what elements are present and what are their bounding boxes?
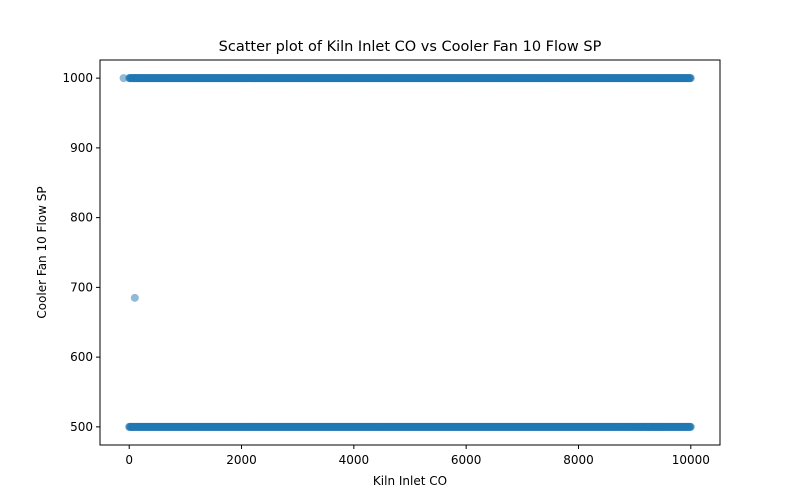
- x-tick-label: 8000: [563, 453, 594, 467]
- y-tick-label: 900: [70, 141, 93, 155]
- y-tick-label: 500: [70, 420, 93, 434]
- chart-title: Scatter plot of Kiln Inlet CO vs Cooler …: [219, 39, 602, 55]
- y-axis-title: Cooler Fan 10 Flow SP: [35, 186, 49, 318]
- x-tick-label: 0: [125, 453, 133, 467]
- data-points: [119, 74, 695, 431]
- x-axis-ticks: 0 2000 4000 6000 8000 10000: [125, 445, 710, 467]
- x-tick-label: 2000: [226, 453, 257, 467]
- y-tick-label: 600: [70, 350, 93, 364]
- y-tick-label: 800: [70, 211, 93, 225]
- x-tick-label: 10000: [672, 453, 710, 467]
- data-point: [644, 422, 653, 431]
- y-axis-ticks: 500 600 700 800 900 1000: [62, 71, 100, 434]
- x-tick-label: 4000: [339, 453, 370, 467]
- data-point: [130, 293, 139, 302]
- data-point: [686, 74, 695, 83]
- data-point: [653, 422, 662, 431]
- data-point: [686, 422, 695, 431]
- x-tick-label: 6000: [451, 453, 482, 467]
- y-tick-label: 700: [70, 280, 93, 294]
- x-axis-title: Kiln Inlet CO: [373, 474, 447, 488]
- plot-area-frame: [99, 59, 721, 446]
- data-point: [119, 74, 128, 83]
- data-point: [636, 422, 645, 431]
- y-tick-label: 1000: [62, 71, 93, 85]
